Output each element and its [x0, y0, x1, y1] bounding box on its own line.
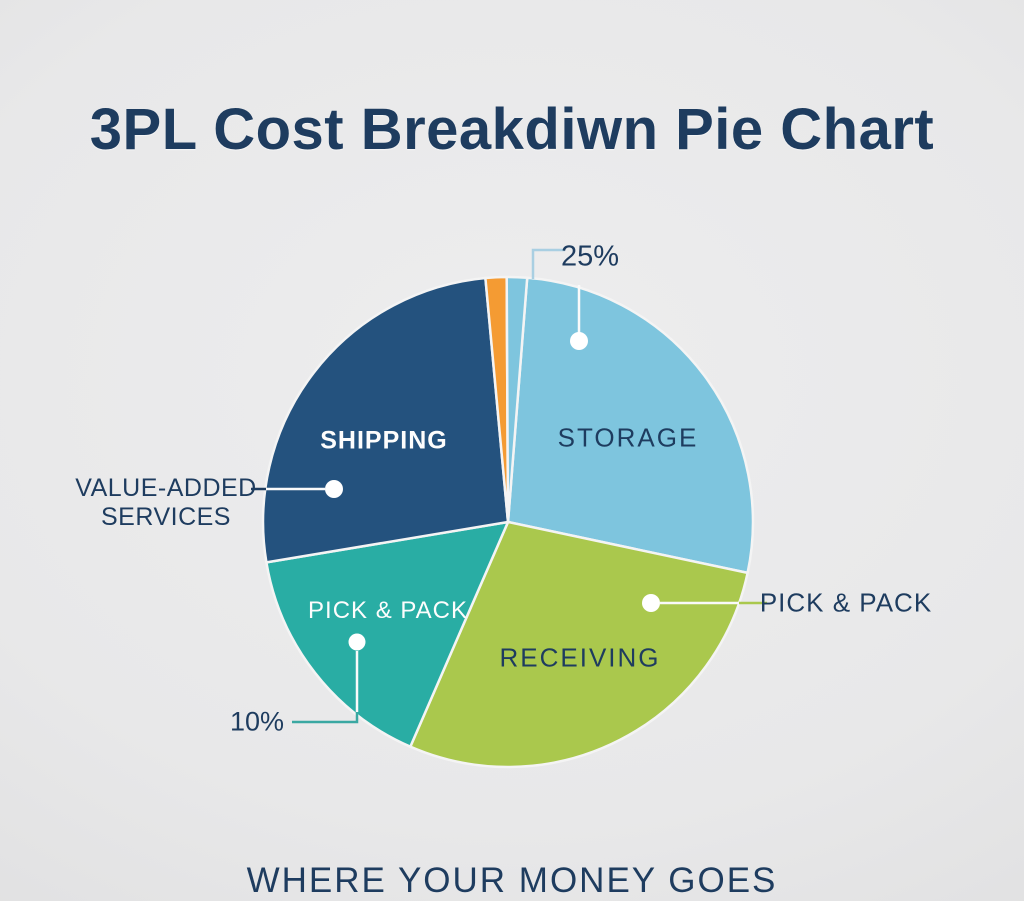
ten-percent-label: 10% — [229, 706, 285, 737]
value-added-services-label: VALUE-ADDED SERVICES — [56, 474, 276, 532]
storage-callout-line — [531, 248, 588, 350]
ten-percent-callout-dot — [348, 633, 366, 651]
value-added-line1: VALUE-ADDED — [75, 474, 257, 502]
right-pick-pack-callout-dot — [642, 594, 660, 612]
pie-slice-shipping — [261, 276, 510, 564]
storage-callout-dot — [570, 332, 588, 350]
value-added-callout-dot — [325, 480, 343, 498]
chart-subtitle: WHERE YOUR MONEY GOES — [246, 861, 778, 900]
slice-label-storage: STORAGE — [557, 422, 699, 453]
pie-slice-storage-sliver — [505, 275, 529, 524]
ten-percent-callout-line — [292, 633, 366, 724]
value-added-callout-line — [251, 480, 343, 498]
storage-percent-label: 25% — [560, 240, 620, 273]
pie-slice-receiving — [409, 520, 749, 769]
pie-slice-pick-pack — [265, 520, 510, 748]
slice-label-pick-pack: PICK & PACK — [308, 597, 468, 624]
right-pick-pack-label: PICK & PACK — [759, 587, 933, 618]
slice-label-receiving: RECEIVING — [499, 642, 661, 673]
pie-slices — [261, 275, 755, 769]
right-pick-pack-callout-line — [642, 594, 767, 612]
slice-label-shipping: SHIPPING — [320, 426, 448, 455]
chart-title: 3PL Cost Breakdiwn Pie Chart — [89, 97, 935, 162]
value-added-line2: SERVICES — [101, 503, 231, 531]
